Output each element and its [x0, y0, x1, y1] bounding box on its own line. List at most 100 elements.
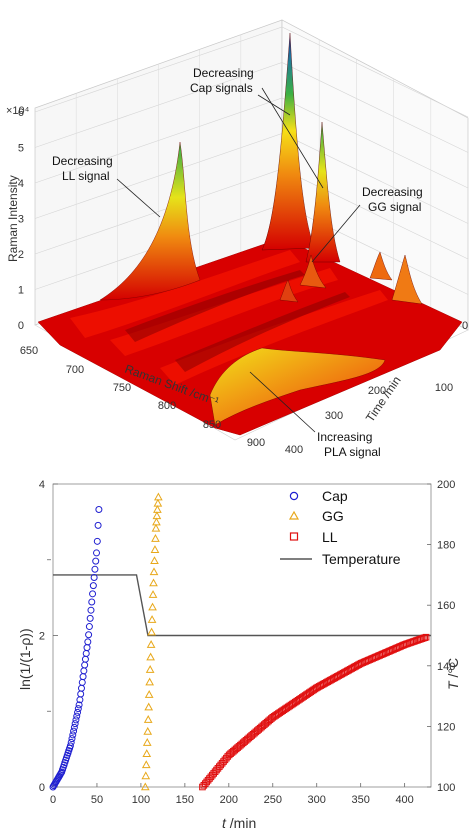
gg-point — [146, 640, 156, 648]
x-tick-label: 700 — [66, 364, 84, 376]
z-tick-label: 2 — [18, 249, 24, 261]
gg-point — [142, 749, 152, 757]
cap-point — [93, 549, 101, 557]
cap-point — [77, 690, 85, 698]
z-tick-label: 6 — [18, 107, 24, 119]
gg-point — [143, 726, 153, 735]
gg-point — [149, 567, 159, 576]
cap-point — [68, 735, 76, 743]
cap-point — [88, 598, 96, 606]
cap-point — [94, 521, 102, 529]
ll-peak — [99, 141, 201, 301]
annotation-cap-line1: Decreasing — [193, 66, 254, 80]
plot-series — [49, 492, 431, 791]
gg-point — [144, 702, 154, 711]
cap-point — [70, 723, 78, 731]
raman-surface-chart: 0 1 2 3 4 5 6 650 700 750 800 850 900 0 100 200 300 400 ×… — [6, 19, 469, 459]
x-tick-label: 150 — [176, 794, 194, 806]
y-axis-label: ln(1/(1-ρ)) — [17, 628, 33, 690]
surface-valley — [175, 292, 350, 372]
gg-point — [150, 545, 160, 553]
cap-point — [74, 705, 82, 713]
y2-axis-label-italic: T — [445, 680, 461, 690]
cap-point — [67, 738, 75, 746]
x-tick-label: 650 — [20, 345, 38, 357]
x-tick-label: 200 — [220, 794, 238, 806]
cap-point — [70, 727, 78, 735]
cap-point — [75, 701, 83, 709]
cap-point — [69, 731, 77, 739]
cap-point — [86, 614, 94, 622]
annotation-ll-line2: LL signal — [62, 169, 110, 183]
annotation-pla-line2: PLA signal — [324, 445, 381, 459]
ll-point — [422, 633, 430, 641]
gg-point — [141, 760, 151, 769]
cap-point — [82, 649, 90, 657]
annotation-gg-leader — [311, 204, 361, 263]
y-tick-label: 2 — [39, 631, 45, 643]
annotation-pla-leader — [249, 371, 316, 433]
legend-label-cap: Cap — [322, 488, 348, 504]
y2-tick-label: 120 — [437, 721, 455, 733]
kinetics-chart: 0 50 100 150 200 250 300 350 400 0 2 4 100 120 140 160 1… — [17, 479, 461, 831]
gg-point — [142, 738, 152, 746]
gg-point — [154, 492, 163, 501]
gg-point — [143, 715, 153, 723]
gg-point — [151, 534, 160, 542]
annotation-gg: Decreasing GG signal — [362, 185, 426, 214]
cap-point — [66, 742, 74, 750]
gg-point — [146, 652, 155, 661]
gg-point — [141, 771, 151, 780]
x-tick-label: 800 — [158, 400, 176, 412]
gg-point — [147, 615, 157, 623]
annotation-ll-leader — [116, 178, 161, 218]
cap-point — [83, 644, 91, 652]
cap-point — [72, 716, 80, 724]
cap-point — [73, 712, 81, 720]
x-tick-label: 400 — [395, 794, 413, 806]
cap-point — [91, 565, 99, 573]
z-tick-label: 5 — [18, 143, 24, 155]
annotation-ll-line1: Decreasing — [52, 154, 113, 168]
annotation-cap-leader-2 — [261, 87, 324, 189]
y2-tick-label: 100 — [437, 782, 455, 794]
gg-point — [145, 665, 155, 673]
gg-point — [149, 578, 158, 587]
gg-point — [140, 782, 150, 791]
cap-point — [81, 661, 89, 669]
y2-tick-label: 160 — [437, 600, 455, 612]
cap-point — [85, 623, 93, 631]
legend-label-gg: GG — [322, 508, 344, 524]
cap-point — [90, 573, 98, 581]
gg-point — [152, 511, 162, 520]
legend-marker-cap — [289, 491, 299, 501]
cap-point — [84, 638, 92, 646]
x-tick-label: 50 — [91, 794, 103, 806]
surface-ridge — [110, 268, 338, 356]
gg-point — [144, 690, 154, 698]
y2-tick-label: 180 — [437, 540, 455, 552]
minor-peak-mid — [279, 279, 299, 303]
annotation-cap-line2: Cap signals — [190, 81, 253, 95]
gg-point — [151, 523, 161, 532]
y-tick-label: 0 — [39, 782, 45, 794]
cap-point — [95, 506, 103, 514]
cap-point — [80, 667, 88, 675]
x-tick-label: 750 — [113, 382, 131, 394]
cap-point — [74, 708, 82, 716]
y-tick-label: 300 — [325, 410, 343, 422]
x-tick-label: 250 — [264, 794, 282, 806]
cap-point — [93, 537, 101, 545]
temperature-line — [53, 574, 431, 637]
z-tick-label: 4 — [18, 178, 24, 190]
surface-ridge — [160, 290, 388, 385]
gg-point — [147, 627, 156, 636]
z-tick-label: 1 — [18, 285, 24, 297]
x-tick-label: 100 — [132, 794, 150, 806]
y-axis-label: Time /min — [363, 374, 404, 425]
gg-point — [148, 602, 157, 611]
y2-tick-label: 200 — [437, 479, 455, 491]
y2-tick-label: 140 — [437, 661, 455, 673]
cap-point — [89, 590, 97, 598]
cap-point — [87, 606, 95, 614]
